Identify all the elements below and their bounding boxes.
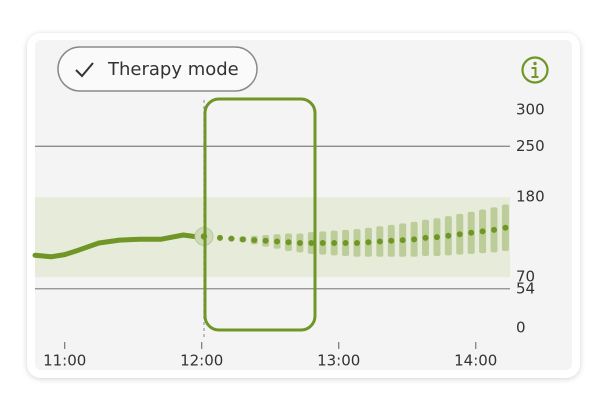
forecast-point [285, 239, 292, 246]
forecast-point [342, 239, 349, 246]
forecast-point [433, 234, 440, 241]
y-tick-label: 54 [516, 279, 535, 297]
info-icon[interactable] [521, 56, 549, 84]
forecast-point [445, 232, 452, 239]
forecast-point [468, 229, 475, 236]
x-tick-label: 13:00 [317, 352, 360, 370]
forecast-point [411, 236, 418, 243]
forecast-point [365, 239, 372, 246]
y-tick-label: 300 [516, 101, 545, 119]
forecast-point [456, 231, 463, 238]
target-range [35, 197, 510, 278]
y-tick-label: 250 [516, 137, 545, 155]
y-tick-label: 0 [516, 319, 526, 337]
info-dot [533, 61, 537, 66]
history-line [32, 232, 202, 260]
forecast-point [296, 239, 303, 246]
forecast-point [422, 234, 429, 241]
forecast-point [239, 236, 246, 243]
info-button[interactable] [521, 56, 549, 84]
forecast-point [228, 235, 235, 242]
forecast-point [216, 234, 223, 241]
selection-frame [203, 97, 317, 332]
y-tick-label: 70 [516, 268, 535, 286]
x-tick-label: 12:00 [180, 352, 223, 370]
button-frame[interactable] [57, 46, 258, 92]
forecast-point [479, 228, 486, 235]
x-tick-label: 11:00 [43, 352, 86, 370]
forecast-point [388, 237, 395, 244]
forecast-point [331, 239, 338, 246]
forecast-point [308, 239, 315, 246]
forecast-point [262, 237, 269, 244]
x-tick-label: 14:00 [454, 352, 497, 370]
forecast-point [399, 237, 406, 244]
check-icon [75, 62, 94, 78]
therapy-mode-button[interactable]: Therapy mode [57, 46, 258, 92]
button-label[interactable]: Therapy mode [107, 59, 239, 80]
forecast-point [491, 226, 498, 233]
forecast-point [502, 224, 509, 231]
y-tick-label: 180 [516, 188, 545, 206]
info-stem [531, 67, 539, 78]
forecast-point [274, 238, 281, 245]
forecast-point [376, 238, 383, 245]
forecast-point [319, 239, 326, 246]
forecast-point [353, 239, 360, 246]
forecast-point [251, 237, 258, 244]
